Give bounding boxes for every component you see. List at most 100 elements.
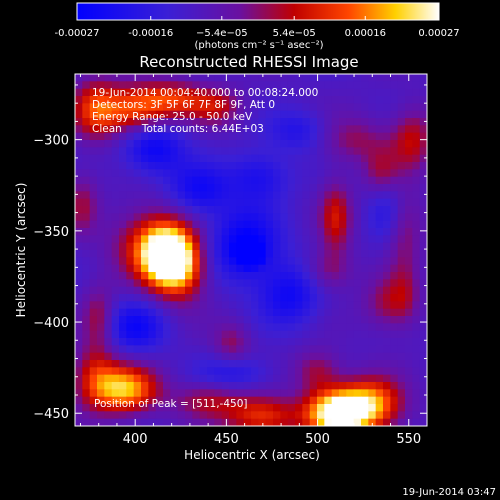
heatmap-cell <box>177 110 186 119</box>
heatmap-cell <box>280 162 289 170</box>
heatmap-cell <box>214 110 223 119</box>
heatmap-cell <box>324 264 333 273</box>
heatmap-cell <box>214 235 223 244</box>
x-tick-label: 400 <box>123 432 148 447</box>
heatmap-cell <box>89 286 98 295</box>
heatmap-cell <box>258 235 267 244</box>
heatmap-cell <box>141 206 149 214</box>
heatmap-cell <box>258 213 267 222</box>
heatmap-cell <box>258 382 267 390</box>
heatmap-cell <box>236 81 245 90</box>
heatmap-cell <box>295 374 303 383</box>
heatmap-cell <box>280 103 289 112</box>
heatmap-cell <box>229 147 237 156</box>
x-tick-label: 550 <box>396 432 421 447</box>
heatmap-cell <box>170 352 179 361</box>
heatmap-cell <box>221 301 230 310</box>
heatmap-cell <box>221 404 230 412</box>
heatmap-cell <box>229 360 237 368</box>
heatmap-cell <box>375 198 384 207</box>
heatmap-cell <box>302 411 311 420</box>
heatmap-cell <box>405 382 413 390</box>
heatmap-cell <box>280 264 289 273</box>
heatmap-cell <box>148 220 157 229</box>
heatmap-cell <box>214 360 223 368</box>
heatmap-cell <box>317 272 325 280</box>
heatmap-cell <box>207 162 215 170</box>
heatmap-cell <box>75 338 83 346</box>
heatmap-cell <box>331 88 340 97</box>
heatmap-cell <box>243 242 252 251</box>
heatmap-cell <box>75 154 83 163</box>
heatmap-cell <box>89 404 98 412</box>
heatmap-cell <box>295 169 303 178</box>
heatmap-cell <box>185 411 193 420</box>
heatmap-cell <box>163 345 171 354</box>
heatmap-cell <box>177 169 186 178</box>
heatmap-cell <box>126 110 135 119</box>
heatmap-cell <box>251 176 259 185</box>
heatmap-cell <box>383 176 391 185</box>
heatmap-cell <box>236 257 245 266</box>
heatmap-cell <box>185 184 193 192</box>
heatmap-cell <box>141 338 149 346</box>
heatmap-cell <box>141 389 149 398</box>
heatmap-cell <box>258 308 267 317</box>
heatmap-cell <box>346 411 355 420</box>
heatmap-cell <box>170 264 179 273</box>
heatmap-cell <box>155 103 164 112</box>
heatmap-cell <box>405 316 413 324</box>
heatmap-cell <box>75 242 83 251</box>
heatmap-cell <box>243 132 252 141</box>
heatmap-cell <box>185 103 193 112</box>
heatmap-cell <box>287 140 296 148</box>
heatmap-cell <box>141 147 149 156</box>
heatmap-cell <box>302 257 311 266</box>
heatmap-cell <box>383 228 391 236</box>
heatmap-cell <box>141 382 149 390</box>
heatmap-cell <box>375 103 384 112</box>
heatmap-cell <box>97 360 105 368</box>
heatmap-cell <box>155 352 164 361</box>
heatmap-cell <box>133 389 142 398</box>
heatmap-cell <box>280 140 289 148</box>
heatmap-cell <box>331 404 340 412</box>
heatmap-cell <box>324 389 333 398</box>
heatmap-cell <box>111 286 120 295</box>
heatmap-cell <box>280 272 289 280</box>
heatmap-cell <box>375 330 384 339</box>
heatmap-cell <box>75 323 83 332</box>
heatmap-cell <box>97 338 105 346</box>
heatmap-cell <box>331 360 340 368</box>
heatmap-cell <box>265 206 274 214</box>
heatmap-cell <box>236 382 245 390</box>
heatmap-cell <box>133 294 142 302</box>
heatmap-cell <box>126 242 135 251</box>
heatmap-cell <box>177 132 186 141</box>
heatmap-cell <box>207 389 215 398</box>
heatmap-cell <box>317 316 325 324</box>
heatmap-cell <box>405 132 413 141</box>
heatmap-cell <box>287 294 296 302</box>
heatmap-cell <box>273 294 281 302</box>
heatmap-cell <box>163 396 171 405</box>
heatmap-cell <box>390 213 399 222</box>
heatmap-cell <box>243 81 252 90</box>
heatmap-cell <box>170 140 179 148</box>
heatmap-cell <box>133 154 142 163</box>
heatmap-cell <box>163 374 171 383</box>
heatmap-cell <box>111 338 120 346</box>
heatmap-cell <box>192 404 201 412</box>
heatmap-cell <box>280 308 289 317</box>
heatmap-cell <box>148 242 157 251</box>
heatmap-cell <box>199 374 208 383</box>
heatmap-cell <box>419 132 428 141</box>
heatmap-cell <box>280 338 289 346</box>
heatmap-cell <box>353 184 362 192</box>
heatmap-cell <box>361 176 369 185</box>
heatmap-cell <box>214 316 223 324</box>
heatmap-cell <box>390 374 399 383</box>
heatmap-cell <box>251 286 259 295</box>
heatmap-cell <box>251 316 259 324</box>
heatmap-cell <box>361 316 369 324</box>
